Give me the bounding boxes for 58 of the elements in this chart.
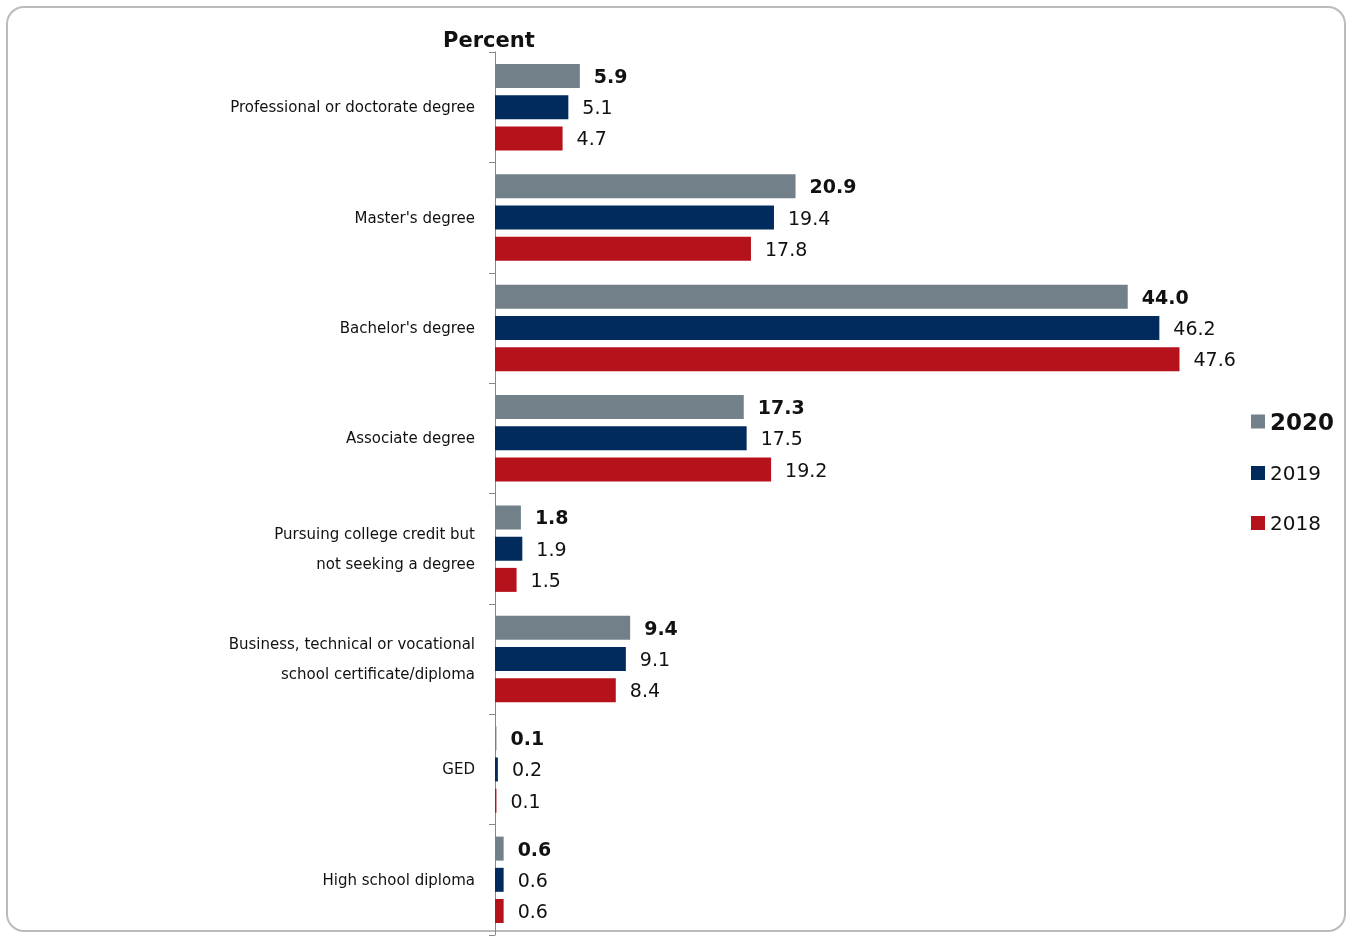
bar <box>495 395 744 420</box>
bar <box>495 836 504 861</box>
bar <box>495 174 796 199</box>
data-label: 20.9 <box>809 175 857 198</box>
data-label: 17.3 <box>757 396 805 419</box>
bar <box>495 126 563 151</box>
bar <box>495 284 1128 309</box>
y-tick-label: Bachelor's degree <box>339 318 475 337</box>
data-label: 47.6 <box>1193 348 1236 371</box>
data-label: 46.2 <box>1173 316 1216 339</box>
bar <box>495 678 616 703</box>
data-label: 1.8 <box>534 506 569 529</box>
bar <box>495 867 504 892</box>
bar <box>495 347 1180 372</box>
bar <box>495 615 631 640</box>
data-label: 9.4 <box>644 616 678 639</box>
bar <box>495 63 580 88</box>
data-label: 1.5 <box>530 568 561 591</box>
bar <box>495 95 569 120</box>
data-label: 5.9 <box>593 64 628 87</box>
data-label: 19.4 <box>787 206 831 229</box>
legend-label: 2019 <box>1269 461 1321 485</box>
data-label: 1.9 <box>536 537 567 560</box>
data-label: 5.1 <box>582 96 613 119</box>
data-label: 0.6 <box>517 837 552 860</box>
data-label: 17.8 <box>764 237 808 260</box>
data-label: 17.5 <box>760 427 803 450</box>
bar <box>495 505 521 530</box>
bar <box>495 899 504 924</box>
y-tick-label: Associate degree <box>345 429 475 448</box>
y-tick-label: Business, technical or vocational school certificate/diploma <box>228 635 475 684</box>
bar <box>495 536 523 561</box>
bar <box>495 647 626 672</box>
bar <box>495 426 747 451</box>
data-label: 0.1 <box>510 727 545 750</box>
y-tick-label: Master's degree <box>354 208 475 227</box>
data-label: 0.6 <box>517 868 548 891</box>
y-tick-label: GED <box>442 760 475 779</box>
bar <box>495 315 1160 340</box>
data-label: 19.2 <box>785 458 828 481</box>
y-tick-label: Professional or doctorate degree <box>230 98 475 117</box>
bar <box>495 757 498 782</box>
data-label: 0.6 <box>517 900 548 923</box>
y-tick-label: High school diploma <box>322 870 475 889</box>
data-label: 0.2 <box>511 758 543 781</box>
bar <box>495 567 517 592</box>
y-tick-label: Pursuing college credit but not seeking a degree <box>274 524 476 573</box>
data-label: 8.4 <box>629 679 661 702</box>
bar <box>495 457 772 482</box>
data-label: 9.1 <box>639 648 671 671</box>
legend-label: 2020 <box>1269 408 1334 435</box>
bar <box>495 205 774 230</box>
chart-title: Percent <box>443 27 535 52</box>
data-label: 4.7 <box>576 127 607 150</box>
bar <box>495 236 751 261</box>
data-label: 0.1 <box>510 789 541 812</box>
data-label: 44.0 <box>1141 285 1189 308</box>
legend-label: 2018 <box>1269 511 1321 535</box>
